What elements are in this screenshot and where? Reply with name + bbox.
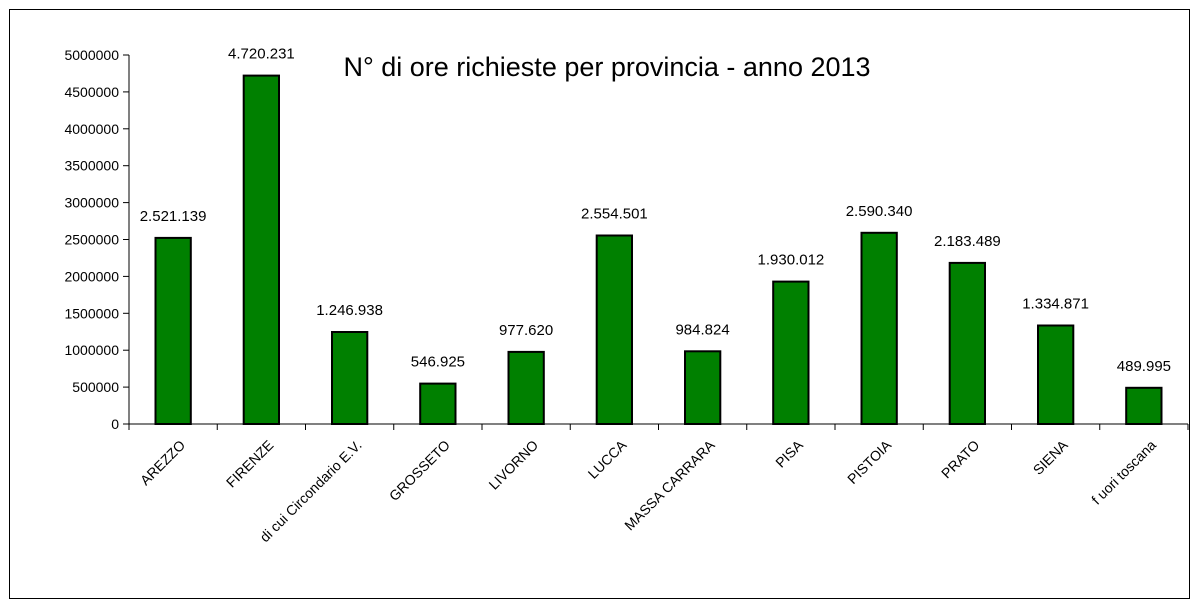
- bar: [772, 280, 810, 425]
- bar: [419, 382, 457, 426]
- data-label: 546.925: [411, 354, 465, 371]
- y-tick-label: 2500000: [64, 232, 119, 248]
- x-tick-label: PISA: [772, 436, 806, 470]
- y-tick-label: 3000000: [64, 195, 119, 211]
- data-label: 2.183.489: [934, 233, 1001, 250]
- x-tick-label: di cui Circondario E.V.: [256, 437, 364, 545]
- y-tick-label: 4500000: [64, 84, 119, 100]
- y-tick-label: 4000000: [64, 121, 119, 137]
- y-tick-label: 500000: [72, 379, 119, 395]
- y-tick-label: 0: [111, 416, 119, 432]
- x-tick-label: GROSSETO: [386, 437, 453, 504]
- bar: [948, 261, 987, 425]
- data-label: 2.590.340: [846, 203, 913, 220]
- x-tick-label: LUCCA: [585, 436, 630, 481]
- x-tick-label: AREZZO: [137, 437, 189, 489]
- bar: [331, 331, 369, 425]
- bar: [242, 74, 280, 425]
- x-tick-label: MASSA CARRARA: [621, 436, 718, 533]
- x-tick-label: PISTOIA: [844, 436, 895, 487]
- x-tick-label: f uori toscana: [1088, 437, 1159, 508]
- bar: [860, 231, 898, 425]
- data-label: 1.334.871: [1022, 296, 1089, 313]
- y-tick-label: 3500000: [64, 158, 119, 174]
- bar: [1125, 386, 1163, 425]
- x-tick-label: SIENA: [1030, 436, 1071, 477]
- data-label: 489.995: [1117, 358, 1171, 375]
- x-tick-label: FIRENZE: [223, 437, 277, 491]
- data-label: 4.720.231: [228, 46, 295, 63]
- chart-title: N° di ore richieste per provincia - anno…: [343, 52, 870, 82]
- y-tick-label: 1500000: [64, 305, 119, 321]
- bar: [1037, 324, 1075, 425]
- x-tick-label: PRATO: [938, 437, 983, 482]
- data-label: 2.521.139: [140, 208, 207, 225]
- data-label: 977.620: [499, 322, 553, 339]
- x-tick-label: LIVORNO: [485, 437, 541, 493]
- data-label: 984.824: [675, 321, 729, 338]
- y-tick-label: 1000000: [64, 342, 119, 358]
- data-labels-group: 2.521.139 4.720.231 1.246.938 546.925 977.62…: [140, 46, 1171, 375]
- data-label: 1.246.938: [316, 302, 383, 319]
- y-tick-label: 2000000: [64, 268, 119, 284]
- bar: [595, 234, 634, 425]
- bar: [507, 350, 545, 425]
- bar: [154, 236, 192, 425]
- data-label: 2.554.501: [581, 206, 648, 223]
- y-tick-label: 5000000: [64, 47, 119, 63]
- bar: [684, 350, 722, 425]
- data-label: 1.930.012: [758, 252, 825, 269]
- bars-group: [154, 74, 1163, 426]
